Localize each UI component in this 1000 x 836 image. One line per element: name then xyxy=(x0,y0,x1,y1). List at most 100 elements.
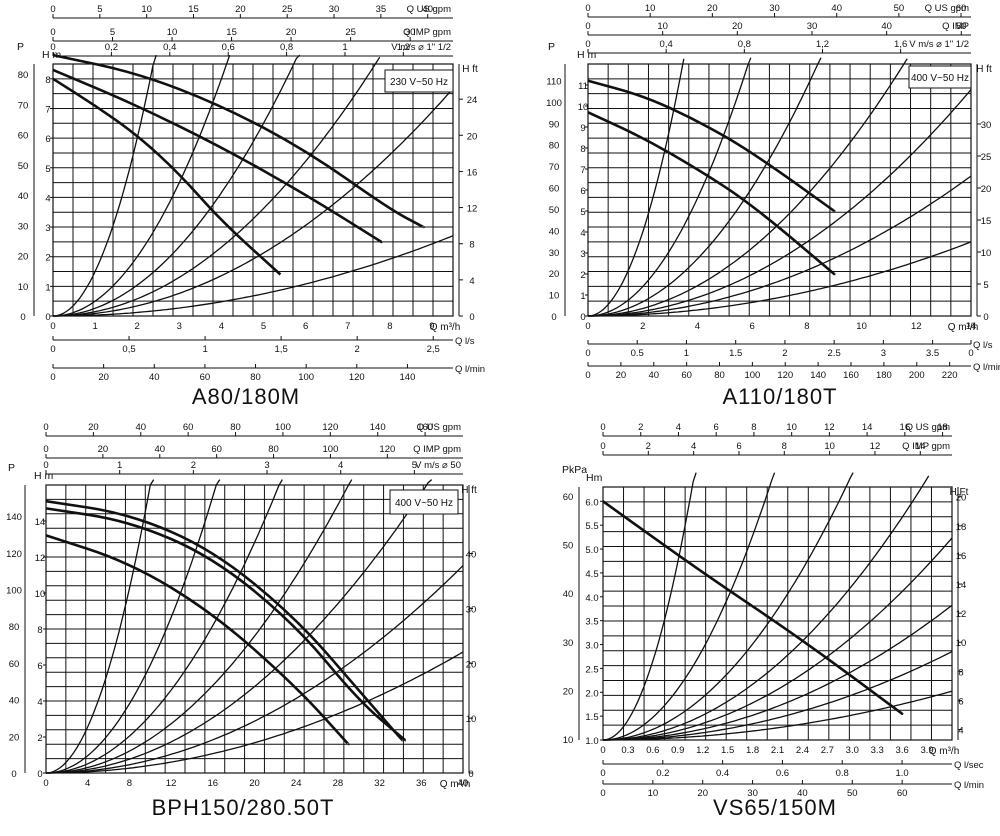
bottom-axis-2-tick-label: 0 xyxy=(968,348,973,359)
system-curve-6 xyxy=(603,604,953,741)
p-tick-label: 90 xyxy=(549,119,560,130)
h-tick-label: 12 xyxy=(35,553,46,564)
h-tick-label: 6.0 xyxy=(585,497,598,508)
system-curves xyxy=(587,57,972,317)
p-tick-label: 40 xyxy=(18,191,29,202)
top-axis-1-tick-label: 60 xyxy=(956,3,967,14)
performance-curve-1 xyxy=(602,500,904,716)
performance-curve-1 xyxy=(52,53,425,229)
p-tick-label: 120 xyxy=(6,549,22,560)
h-tick-label: 4.0 xyxy=(585,593,598,604)
top-axis-1-tick-label: 20 xyxy=(235,4,246,15)
top-axis-1-tick-label: 40 xyxy=(422,4,433,15)
bottom-axis-3-tick-label: 60 xyxy=(200,372,211,383)
top-axis-1-tick-label: 10 xyxy=(645,3,656,14)
top-axis-1-tick-label: 0 xyxy=(585,3,590,14)
bottom-axis-3-tick-label: 140 xyxy=(400,372,416,383)
top-axis-2-tick-label: 80 xyxy=(268,444,279,455)
x-tick-label: 8 xyxy=(127,778,132,789)
bottom-axis-3-tick-label: 120 xyxy=(349,372,365,383)
p-tick-label: 50 xyxy=(563,540,574,551)
ft-axis-title: H ft xyxy=(462,64,478,75)
system-curve-4 xyxy=(46,479,353,774)
plot-frame xyxy=(587,63,972,317)
x-tick-label: 0.3 xyxy=(621,745,634,756)
h-tick-label: 5 xyxy=(580,207,585,218)
h-axis-title: H m xyxy=(34,470,54,482)
x-tick-label: 14 xyxy=(966,321,977,332)
plot-frame xyxy=(602,486,953,741)
top-axis-1-title: Q US gpm xyxy=(417,422,461,433)
top-axis-2-tick-label: 14 xyxy=(915,441,926,452)
top-axis-2-tick-label: 6 xyxy=(736,441,741,452)
top-axis-3-title: V m/s ⌀ 50 xyxy=(415,460,461,471)
x-tick-label: 4 xyxy=(219,321,224,332)
system-curve-4 xyxy=(603,475,930,741)
bottom-axis-2-tick-label: 0 xyxy=(600,768,605,779)
system-curves xyxy=(602,472,953,741)
system-curve-3 xyxy=(53,54,301,317)
h-tick-label: 0 xyxy=(580,312,585,323)
p-tick-label: 140 xyxy=(6,512,22,523)
x-tick-label: 1 xyxy=(92,321,97,332)
bottom-axis-3-tick-label: 20 xyxy=(697,788,708,799)
top-axis-2-title: Q IMP gpm xyxy=(902,441,950,452)
p-axis-title: P xyxy=(8,462,15,474)
ft-tick-label: 8 xyxy=(958,667,963,678)
bottom-axis-3-tick-label: 40 xyxy=(149,372,160,383)
chart-grid xyxy=(52,63,454,317)
bottom-axis-2-tick-label: 0 xyxy=(585,348,590,359)
h-tick-label: 3 xyxy=(45,223,50,234)
top-axis-1-tick-label: 50 xyxy=(894,3,905,14)
top-axis-2-title: Q IMP gpm xyxy=(403,27,451,38)
top-axis-1-tick-label: 2 xyxy=(638,422,643,433)
top-axis-3-tick-label: 1 xyxy=(342,42,347,53)
ft-tick-label: 10 xyxy=(981,248,992,259)
h-tick-label: 1 xyxy=(45,282,50,293)
top-axis-1-title: Q US gpm xyxy=(407,4,451,15)
x-tick-label: 2.1 xyxy=(771,745,784,756)
ft-tick-label: 14 xyxy=(956,580,967,591)
top-axis-1-tick-label: 120 xyxy=(322,422,338,433)
top-axis-3-tick-label: 0 xyxy=(585,39,590,50)
top-axis-1-tick-label: 140 xyxy=(370,422,386,433)
system-curves xyxy=(52,54,454,317)
top-axis-1-tick-label: 100 xyxy=(275,422,291,433)
top-axis-3-tick-label: 0,2 xyxy=(105,42,118,53)
x-tick-label: 6 xyxy=(749,321,754,332)
bottom-axis-3-tick-label: 120 xyxy=(777,370,793,381)
ft-tick-label: 20 xyxy=(981,184,992,195)
ft-tick-label: 12 xyxy=(956,609,967,620)
top-axis-1-tick-label: 25 xyxy=(282,4,293,15)
x-tick-label: 20 xyxy=(249,778,260,789)
system-curve-7 xyxy=(603,651,953,741)
bottom-axis-3-tick-label: 0 xyxy=(50,372,55,383)
h-tick-label: 7 xyxy=(580,165,585,176)
h-tick-label: 11 xyxy=(578,81,588,92)
h-tick-label: 5 xyxy=(45,164,50,175)
top-axis-1-tick-label: 5 xyxy=(97,4,102,15)
bottom-axis-3-tick-label: 50 xyxy=(847,788,858,799)
h-tick-label: 9 xyxy=(580,123,585,134)
x-axis-label: Q m³/h xyxy=(430,322,461,333)
top-axis-3-tick-label: 0,6 xyxy=(222,42,235,53)
top-axis-2-title: Q IMP xyxy=(942,21,969,32)
system-curve-2 xyxy=(52,54,231,317)
p-tick-label: 60 xyxy=(18,131,29,142)
performance-curve-3 xyxy=(45,534,350,746)
h-tick-label: 6 xyxy=(45,134,50,145)
top-axis-1-tick-label: 4 xyxy=(676,422,681,433)
ft-tick-label: 10 xyxy=(956,638,967,649)
performance-curve-2 xyxy=(52,68,383,244)
top-axis-3-tick-label: 4 xyxy=(338,460,343,471)
x-tick-label: 3 xyxy=(177,321,182,332)
chart-a80: 0 1 2 3 4 5 6 7 8 9Q m³/h012345678010203040506070… xyxy=(17,4,485,409)
top-axis-2-tick-label: 5 xyxy=(110,27,115,38)
ft-tick-label: 0 xyxy=(469,312,474,323)
top-axis-1-tick-label: 0 xyxy=(43,422,48,433)
bottom-axis-3-tick-label: 140 xyxy=(810,370,826,381)
system-curve-1 xyxy=(45,479,155,774)
performance-curves xyxy=(602,500,904,716)
top-axis-1-tick-label: 18 xyxy=(937,422,948,433)
